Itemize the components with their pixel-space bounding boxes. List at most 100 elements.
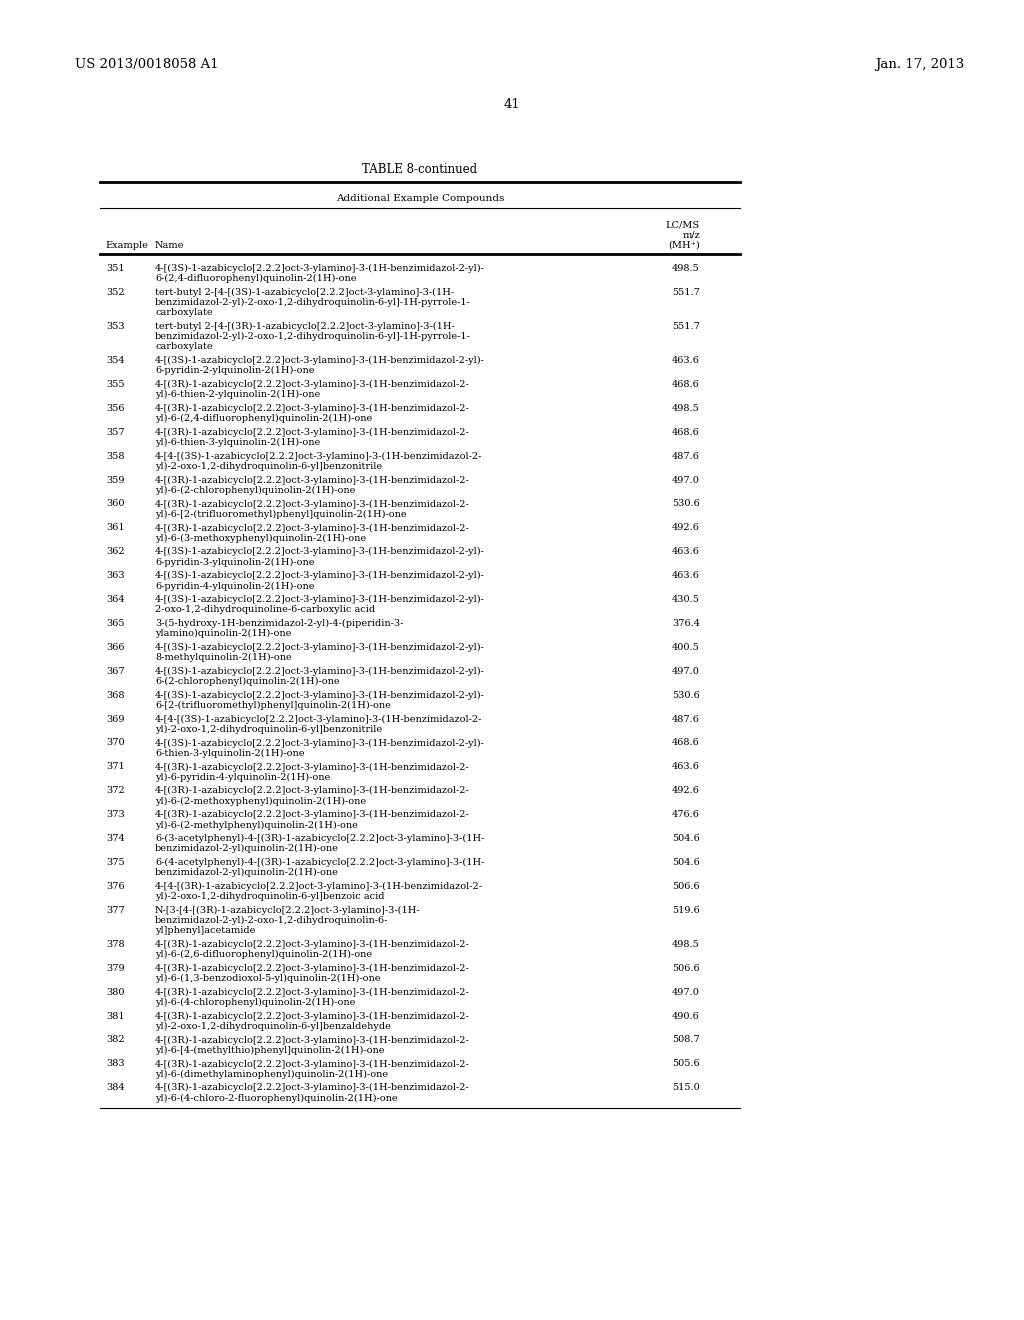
Text: 366: 366: [106, 643, 125, 652]
Text: yl]phenyl]acetamide: yl]phenyl]acetamide: [155, 927, 255, 935]
Text: 497.0: 497.0: [672, 475, 700, 484]
Text: 492.6: 492.6: [672, 524, 700, 532]
Text: 506.6: 506.6: [673, 882, 700, 891]
Text: 400.5: 400.5: [672, 643, 700, 652]
Text: 376: 376: [106, 882, 125, 891]
Text: 463.6: 463.6: [672, 572, 700, 581]
Text: yl)-6-thien-2-ylquinolin-2(1H)-one: yl)-6-thien-2-ylquinolin-2(1H)-one: [155, 391, 321, 400]
Text: carboxylate: carboxylate: [155, 342, 213, 351]
Text: N-[3-[4-[(3R)-1-azabicyclo[2.2.2]oct-3-ylamino]-3-(1H-: N-[3-[4-[(3R)-1-azabicyclo[2.2.2]oct-3-y…: [155, 906, 421, 915]
Text: 4-[(3R)-1-azabicyclo[2.2.2]oct-3-ylamino]-3-(1H-benzimidazol-2-: 4-[(3R)-1-azabicyclo[2.2.2]oct-3-ylamino…: [155, 1084, 470, 1093]
Text: 506.6: 506.6: [673, 964, 700, 973]
Text: 373: 373: [106, 810, 125, 820]
Text: yl)-2-oxo-1,2-dihydroquinolin-6-yl]benzonitrile: yl)-2-oxo-1,2-dihydroquinolin-6-yl]benzo…: [155, 725, 382, 734]
Text: yl)-6-(1,3-benzodioxol-5-yl)quinolin-2(1H)-one: yl)-6-(1,3-benzodioxol-5-yl)quinolin-2(1…: [155, 974, 381, 983]
Text: TABLE 8-continued: TABLE 8-continued: [362, 162, 477, 176]
Text: benzimidazol-2-yl)quinolin-2(1H)-one: benzimidazol-2-yl)quinolin-2(1H)-one: [155, 869, 339, 878]
Text: Jan. 17, 2013: Jan. 17, 2013: [874, 58, 965, 71]
Text: 8-methylquinolin-2(1H)-one: 8-methylquinolin-2(1H)-one: [155, 653, 292, 663]
Text: 6-(3-acetylphenyl)-4-[(3R)-1-azabicyclo[2.2.2]oct-3-ylamino]-3-(1H-: 6-(3-acetylphenyl)-4-[(3R)-1-azabicyclo[…: [155, 834, 484, 843]
Text: 504.6: 504.6: [672, 834, 700, 843]
Text: 4-[(3S)-1-azabicyclo[2.2.2]oct-3-ylamino]-3-(1H-benzimidazol-2-yl)-: 4-[(3S)-1-azabicyclo[2.2.2]oct-3-ylamino…: [155, 667, 485, 676]
Text: 353: 353: [106, 322, 125, 331]
Text: LC/MS: LC/MS: [666, 220, 700, 230]
Text: 4-[(3R)-1-azabicyclo[2.2.2]oct-3-ylamino]-3-(1H-benzimidazol-2-: 4-[(3R)-1-azabicyclo[2.2.2]oct-3-ylamino…: [155, 475, 470, 484]
Text: 6-pyridin-4-ylquinolin-2(1H)-one: 6-pyridin-4-ylquinolin-2(1H)-one: [155, 581, 314, 590]
Text: 4-[4-[(3S)-1-azabicyclo[2.2.2]oct-3-ylamino]-3-(1H-benzimidazol-2-: 4-[4-[(3S)-1-azabicyclo[2.2.2]oct-3-ylam…: [155, 714, 482, 723]
Text: tert-butyl 2-[4-[(3S)-1-azabicyclo[2.2.2]oct-3-ylamino]-3-(1H-: tert-butyl 2-[4-[(3S)-1-azabicyclo[2.2.2…: [155, 288, 454, 297]
Text: 551.7: 551.7: [672, 288, 700, 297]
Text: 519.6: 519.6: [672, 906, 700, 915]
Text: 2-oxo-1,2-dihydroquinoline-6-carboxylic acid: 2-oxo-1,2-dihydroquinoline-6-carboxylic …: [155, 606, 375, 614]
Text: benzimidazol-2-yl)-2-oxo-1,2-dihydroquinolin-6-yl]-1H-pyrrole-1-: benzimidazol-2-yl)-2-oxo-1,2-dihydroquin…: [155, 333, 471, 342]
Text: 4-[(3S)-1-azabicyclo[2.2.2]oct-3-ylamino]-3-(1H-benzimidazol-2-yl)-: 4-[(3S)-1-azabicyclo[2.2.2]oct-3-ylamino…: [155, 572, 485, 581]
Text: 463.6: 463.6: [672, 356, 700, 366]
Text: 4-[(3S)-1-azabicyclo[2.2.2]oct-3-ylamino]-3-(1H-benzimidazol-2-yl)-: 4-[(3S)-1-azabicyclo[2.2.2]oct-3-ylamino…: [155, 548, 485, 557]
Text: 375: 375: [106, 858, 125, 867]
Text: 4-[(3R)-1-azabicyclo[2.2.2]oct-3-ylamino]-3-(1H-benzimidazol-2-: 4-[(3R)-1-azabicyclo[2.2.2]oct-3-ylamino…: [155, 499, 470, 508]
Text: 430.5: 430.5: [672, 595, 700, 605]
Text: 6-[2-(trifluoromethyl)phenyl]quinolin-2(1H)-one: 6-[2-(trifluoromethyl)phenyl]quinolin-2(…: [155, 701, 391, 710]
Text: 4-[(3R)-1-azabicyclo[2.2.2]oct-3-ylamino]-3-(1H-benzimidazol-2-: 4-[(3R)-1-azabicyclo[2.2.2]oct-3-ylamino…: [155, 1060, 470, 1068]
Text: benzimidazol-2-yl)-2-oxo-1,2-dihydroquinolin-6-: benzimidazol-2-yl)-2-oxo-1,2-dihydroquin…: [155, 916, 388, 925]
Text: 383: 383: [106, 1060, 125, 1068]
Text: 354: 354: [106, 356, 125, 366]
Text: 4-[(3R)-1-azabicyclo[2.2.2]oct-3-ylamino]-3-(1H-benzimidazol-2-: 4-[(3R)-1-azabicyclo[2.2.2]oct-3-ylamino…: [155, 380, 470, 389]
Text: 504.6: 504.6: [672, 858, 700, 867]
Text: 530.6: 530.6: [672, 690, 700, 700]
Text: 380: 380: [106, 987, 125, 997]
Text: 4-[(3R)-1-azabicyclo[2.2.2]oct-3-ylamino]-3-(1H-benzimidazol-2-: 4-[(3R)-1-azabicyclo[2.2.2]oct-3-ylamino…: [155, 964, 470, 973]
Text: yl)-2-oxo-1,2-dihydroquinolin-6-yl]benzonitrile: yl)-2-oxo-1,2-dihydroquinolin-6-yl]benzo…: [155, 462, 382, 471]
Text: carboxylate: carboxylate: [155, 309, 213, 317]
Text: 6-pyridin-2-ylquinolin-2(1H)-one: 6-pyridin-2-ylquinolin-2(1H)-one: [155, 366, 314, 375]
Text: 374: 374: [106, 834, 125, 843]
Text: Example: Example: [105, 242, 147, 249]
Text: 4-[(3R)-1-azabicyclo[2.2.2]oct-3-ylamino]-3-(1H-benzimidazol-2-: 4-[(3R)-1-azabicyclo[2.2.2]oct-3-ylamino…: [155, 940, 470, 949]
Text: 369: 369: [106, 714, 125, 723]
Text: yl)-6-pyridin-4-ylquinolin-2(1H)-one: yl)-6-pyridin-4-ylquinolin-2(1H)-one: [155, 772, 331, 781]
Text: 4-[(3R)-1-azabicyclo[2.2.2]oct-3-ylamino]-3-(1H-benzimidazol-2-: 4-[(3R)-1-azabicyclo[2.2.2]oct-3-ylamino…: [155, 1011, 470, 1020]
Text: m/z: m/z: [682, 231, 700, 240]
Text: 4-[(3R)-1-azabicyclo[2.2.2]oct-3-ylamino]-3-(1H-benzimidazol-2-: 4-[(3R)-1-azabicyclo[2.2.2]oct-3-ylamino…: [155, 763, 470, 771]
Text: 505.6: 505.6: [673, 1060, 700, 1068]
Text: 4-[(3S)-1-azabicyclo[2.2.2]oct-3-ylamino]-3-(1H-benzimidazol-2-yl)-: 4-[(3S)-1-azabicyclo[2.2.2]oct-3-ylamino…: [155, 595, 485, 605]
Text: 4-[(3S)-1-azabicyclo[2.2.2]oct-3-ylamino]-3-(1H-benzimidazol-2-yl)-: 4-[(3S)-1-azabicyclo[2.2.2]oct-3-ylamino…: [155, 643, 485, 652]
Text: 377: 377: [106, 906, 125, 915]
Text: 487.6: 487.6: [672, 714, 700, 723]
Text: 497.0: 497.0: [672, 667, 700, 676]
Text: yl)-6-(2-methylphenyl)quinolin-2(1H)-one: yl)-6-(2-methylphenyl)quinolin-2(1H)-one: [155, 821, 357, 829]
Text: 371: 371: [106, 763, 125, 771]
Text: 382: 382: [106, 1035, 125, 1044]
Text: 4-[(3S)-1-azabicyclo[2.2.2]oct-3-ylamino]-3-(1H-benzimidazol-2-yl)-: 4-[(3S)-1-azabicyclo[2.2.2]oct-3-ylamino…: [155, 264, 485, 273]
Text: 360: 360: [106, 499, 125, 508]
Text: 4-[(3R)-1-azabicyclo[2.2.2]oct-3-ylamino]-3-(1H-benzimidazol-2-: 4-[(3R)-1-azabicyclo[2.2.2]oct-3-ylamino…: [155, 810, 470, 820]
Text: 41: 41: [504, 98, 520, 111]
Text: 367: 367: [106, 667, 125, 676]
Text: yl)-6-[2-(trifluoromethyl)phenyl]quinolin-2(1H)-one: yl)-6-[2-(trifluoromethyl)phenyl]quinoli…: [155, 510, 407, 519]
Text: 498.5: 498.5: [672, 404, 700, 413]
Text: 6-(4-acetylphenyl)-4-[(3R)-1-azabicyclo[2.2.2]oct-3-ylamino]-3-(1H-: 6-(4-acetylphenyl)-4-[(3R)-1-azabicyclo[…: [155, 858, 484, 867]
Text: 6-pyridin-3-ylquinolin-2(1H)-one: 6-pyridin-3-ylquinolin-2(1H)-one: [155, 557, 314, 566]
Text: 498.5: 498.5: [672, 264, 700, 273]
Text: 492.6: 492.6: [672, 787, 700, 795]
Text: US 2013/0018058 A1: US 2013/0018058 A1: [75, 58, 219, 71]
Text: 4-[(3S)-1-azabicyclo[2.2.2]oct-3-ylamino]-3-(1H-benzimidazol-2-yl)-: 4-[(3S)-1-azabicyclo[2.2.2]oct-3-ylamino…: [155, 738, 485, 747]
Text: 530.6: 530.6: [672, 499, 700, 508]
Text: 4-[(3R)-1-azabicyclo[2.2.2]oct-3-ylamino]-3-(1H-benzimidazol-2-: 4-[(3R)-1-azabicyclo[2.2.2]oct-3-ylamino…: [155, 787, 470, 796]
Text: tert-butyl 2-[4-[(3R)-1-azabicyclo[2.2.2]oct-3-ylamino]-3-(1H-: tert-butyl 2-[4-[(3R)-1-azabicyclo[2.2.2…: [155, 322, 455, 331]
Text: yl)-6-[4-(methylthio)phenyl]quinolin-2(1H)-one: yl)-6-[4-(methylthio)phenyl]quinolin-2(1…: [155, 1045, 384, 1055]
Text: 6-(2-chlorophenyl)quinolin-2(1H)-one: 6-(2-chlorophenyl)quinolin-2(1H)-one: [155, 677, 340, 686]
Text: 4-[(3R)-1-azabicyclo[2.2.2]oct-3-ylamino]-3-(1H-benzimidazol-2-: 4-[(3R)-1-azabicyclo[2.2.2]oct-3-ylamino…: [155, 524, 470, 532]
Text: 508.7: 508.7: [672, 1035, 700, 1044]
Text: 4-[4-[(3S)-1-azabicyclo[2.2.2]oct-3-ylamino]-3-(1H-benzimidazol-2-: 4-[4-[(3S)-1-azabicyclo[2.2.2]oct-3-ylam…: [155, 451, 482, 461]
Text: 497.0: 497.0: [672, 987, 700, 997]
Text: yl)-6-thien-3-ylquinolin-2(1H)-one: yl)-6-thien-3-ylquinolin-2(1H)-one: [155, 438, 321, 447]
Text: 4-[(3S)-1-azabicyclo[2.2.2]oct-3-ylamino]-3-(1H-benzimidazol-2-yl)-: 4-[(3S)-1-azabicyclo[2.2.2]oct-3-ylamino…: [155, 356, 485, 366]
Text: 490.6: 490.6: [672, 1011, 700, 1020]
Text: benzimidazol-2-yl)-2-oxo-1,2-dihydroquinolin-6-yl]-1H-pyrrole-1-: benzimidazol-2-yl)-2-oxo-1,2-dihydroquin…: [155, 298, 471, 308]
Text: 384: 384: [106, 1084, 125, 1092]
Text: 357: 357: [106, 428, 125, 437]
Text: 355: 355: [106, 380, 125, 389]
Text: 515.0: 515.0: [672, 1084, 700, 1092]
Text: 4-[(3R)-1-azabicyclo[2.2.2]oct-3-ylamino]-3-(1H-benzimidazol-2-: 4-[(3R)-1-azabicyclo[2.2.2]oct-3-ylamino…: [155, 1035, 470, 1044]
